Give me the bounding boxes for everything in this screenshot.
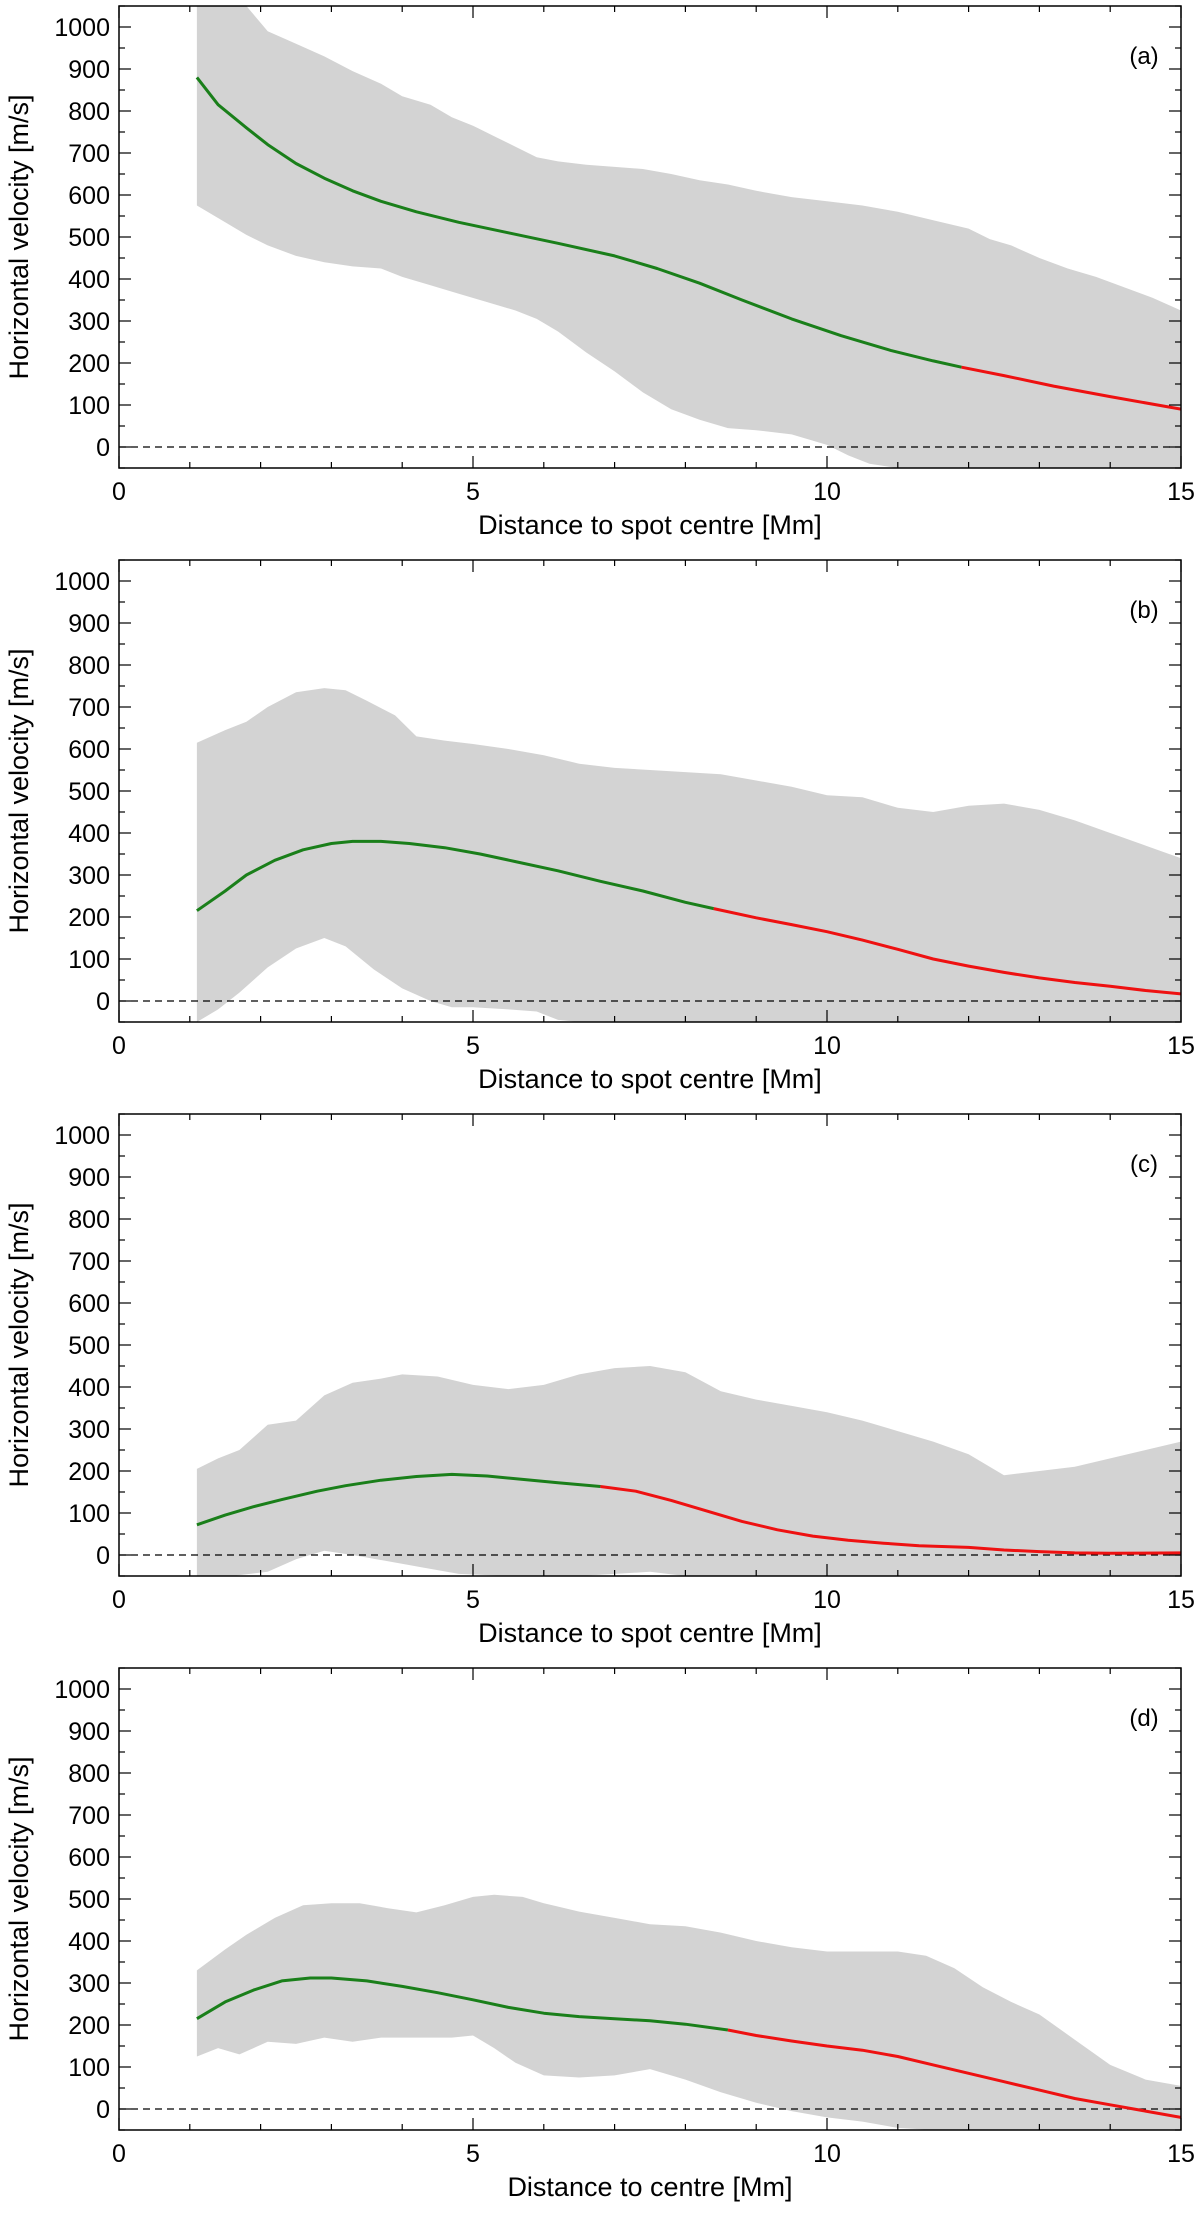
y-tick-label: 200	[68, 1458, 110, 1486]
y-tick-label: 900	[68, 1164, 110, 1192]
y-tick-label: 600	[68, 736, 110, 764]
y-tick-label: 500	[68, 778, 110, 806]
y-tick-label: 700	[68, 1802, 110, 1830]
x-tick-label: 0	[112, 1032, 126, 1060]
plot-area	[119, 1366, 1181, 1576]
y-axis-title: Horizontal velocity [m/s]	[4, 1756, 34, 2041]
y-tick-label: 100	[68, 1500, 110, 1528]
y-tick-label: 1000	[54, 568, 110, 596]
y-tick-label: 400	[68, 266, 110, 294]
y-tick-label: 800	[68, 652, 110, 680]
y-tick-label: 700	[68, 140, 110, 168]
x-axis-title: Distance to spot centre [Mm]	[478, 1064, 822, 1094]
mean-line-far	[961, 365, 1181, 411]
y-tick-label: 0	[96, 1542, 110, 1570]
panel-label: (b)	[1129, 597, 1158, 624]
mean-line-near	[196, 1976, 729, 2032]
x-axis-title: Distance to centre [Mm]	[507, 2172, 792, 2202]
plot-area	[119, 6, 1181, 468]
y-tick-label: 800	[68, 98, 110, 126]
y-tick-label: 200	[68, 904, 110, 932]
x-tick-label: 15	[1167, 2140, 1195, 2168]
y-tick-label: 700	[68, 694, 110, 722]
panel-4: 0 5 10 15 0 100 200 300 400 500 600 700 800 900 1000 Di…	[4, 1667, 1195, 2202]
x-tick-label: 10	[813, 478, 841, 506]
y-axis-title: Horizontal velocity [m/s]	[4, 94, 34, 379]
y-tick-label: 100	[68, 392, 110, 420]
y-axis-title: Horizontal velocity [m/s]	[4, 1202, 34, 1487]
y-tick-label: 600	[68, 182, 110, 210]
x-tick-label: 0	[112, 2140, 126, 2168]
y-axis-title: Horizontal velocity [m/s]	[4, 648, 34, 933]
spread-band	[196, 1366, 1181, 1576]
y-tick-label: 400	[68, 1928, 110, 1956]
x-tick-label: 5	[466, 478, 480, 506]
x-tick-label: 5	[466, 1032, 480, 1060]
y-tick-label: 0	[96, 988, 110, 1016]
x-tick-label: 10	[813, 2140, 841, 2168]
plot-area	[119, 688, 1181, 1022]
x-axis-title: Distance to spot centre [Mm]	[478, 1618, 822, 1648]
y-tick-label: 1000	[54, 14, 110, 42]
mean-line-far	[600, 1485, 1181, 1555]
y-tick-label: 600	[68, 1290, 110, 1318]
panel-label: (a)	[1129, 43, 1158, 70]
spread-band	[196, 1894, 1181, 2130]
y-tick-label: 200	[68, 2012, 110, 2040]
y-tick-label: 500	[68, 224, 110, 252]
y-tick-label: 500	[68, 1332, 110, 1360]
y-tick-label: 300	[68, 1970, 110, 1998]
spread-band	[196, 688, 1181, 1022]
mean-line-near	[195, 76, 962, 369]
y-tick-label: 700	[68, 1248, 110, 1276]
panel-1: 0 5 10 15 0 100 200 300 400 500 600 700 800 900 1000 Di…	[4, 5, 1195, 540]
y-tick-label: 300	[68, 862, 110, 890]
mean-line-far	[727, 2028, 1181, 2119]
x-tick-label: 15	[1167, 1032, 1195, 1060]
y-tick-label: 1000	[54, 1676, 110, 1704]
y-tick-label: 200	[68, 350, 110, 378]
mean-line-near	[196, 1472, 601, 1527]
panel-label: (c)	[1130, 1151, 1158, 1178]
x-axis-title: Distance to spot centre [Mm]	[478, 510, 822, 540]
x-tick-label: 15	[1167, 1586, 1195, 1614]
y-tick-label: 500	[68, 1886, 110, 1914]
y-tick-label: 900	[68, 610, 110, 638]
panel-label: (d)	[1129, 1705, 1158, 1732]
y-tick-label: 900	[68, 56, 110, 84]
plot-area	[119, 1894, 1181, 2130]
x-tick-label: 15	[1167, 478, 1195, 506]
panel-3: 0 5 10 15 0 100 200 300 400 500 600 700 800 900 1000 Di…	[4, 1113, 1195, 1648]
x-tick-label: 5	[466, 1586, 480, 1614]
x-tick-label: 5	[466, 2140, 480, 2168]
y-tick-label: 300	[68, 1416, 110, 1444]
y-tick-label: 100	[68, 2054, 110, 2082]
y-tick-label: 1000	[54, 1122, 110, 1150]
y-tick-label: 0	[96, 2096, 110, 2124]
panel-2: 0 5 10 15 0 100 200 300 400 500 600 700 800 900 1000 Di…	[4, 559, 1195, 1094]
y-tick-label: 800	[68, 1760, 110, 1788]
mean-line-far	[713, 907, 1181, 996]
y-tick-label: 100	[68, 946, 110, 974]
y-tick-label: 900	[68, 1718, 110, 1746]
y-tick-label: 400	[68, 1374, 110, 1402]
y-tick-label: 0	[96, 434, 110, 462]
y-tick-label: 400	[68, 820, 110, 848]
mean-line-near	[196, 839, 715, 912]
x-tick-label: 0	[112, 478, 126, 506]
x-tick-label: 10	[813, 1586, 841, 1614]
x-tick-label: 0	[112, 1586, 126, 1614]
spread-band	[196, 6, 1181, 468]
y-tick-label: 600	[68, 1844, 110, 1872]
y-tick-label: 300	[68, 308, 110, 336]
y-tick-label: 800	[68, 1206, 110, 1234]
x-tick-label: 10	[813, 1032, 841, 1060]
